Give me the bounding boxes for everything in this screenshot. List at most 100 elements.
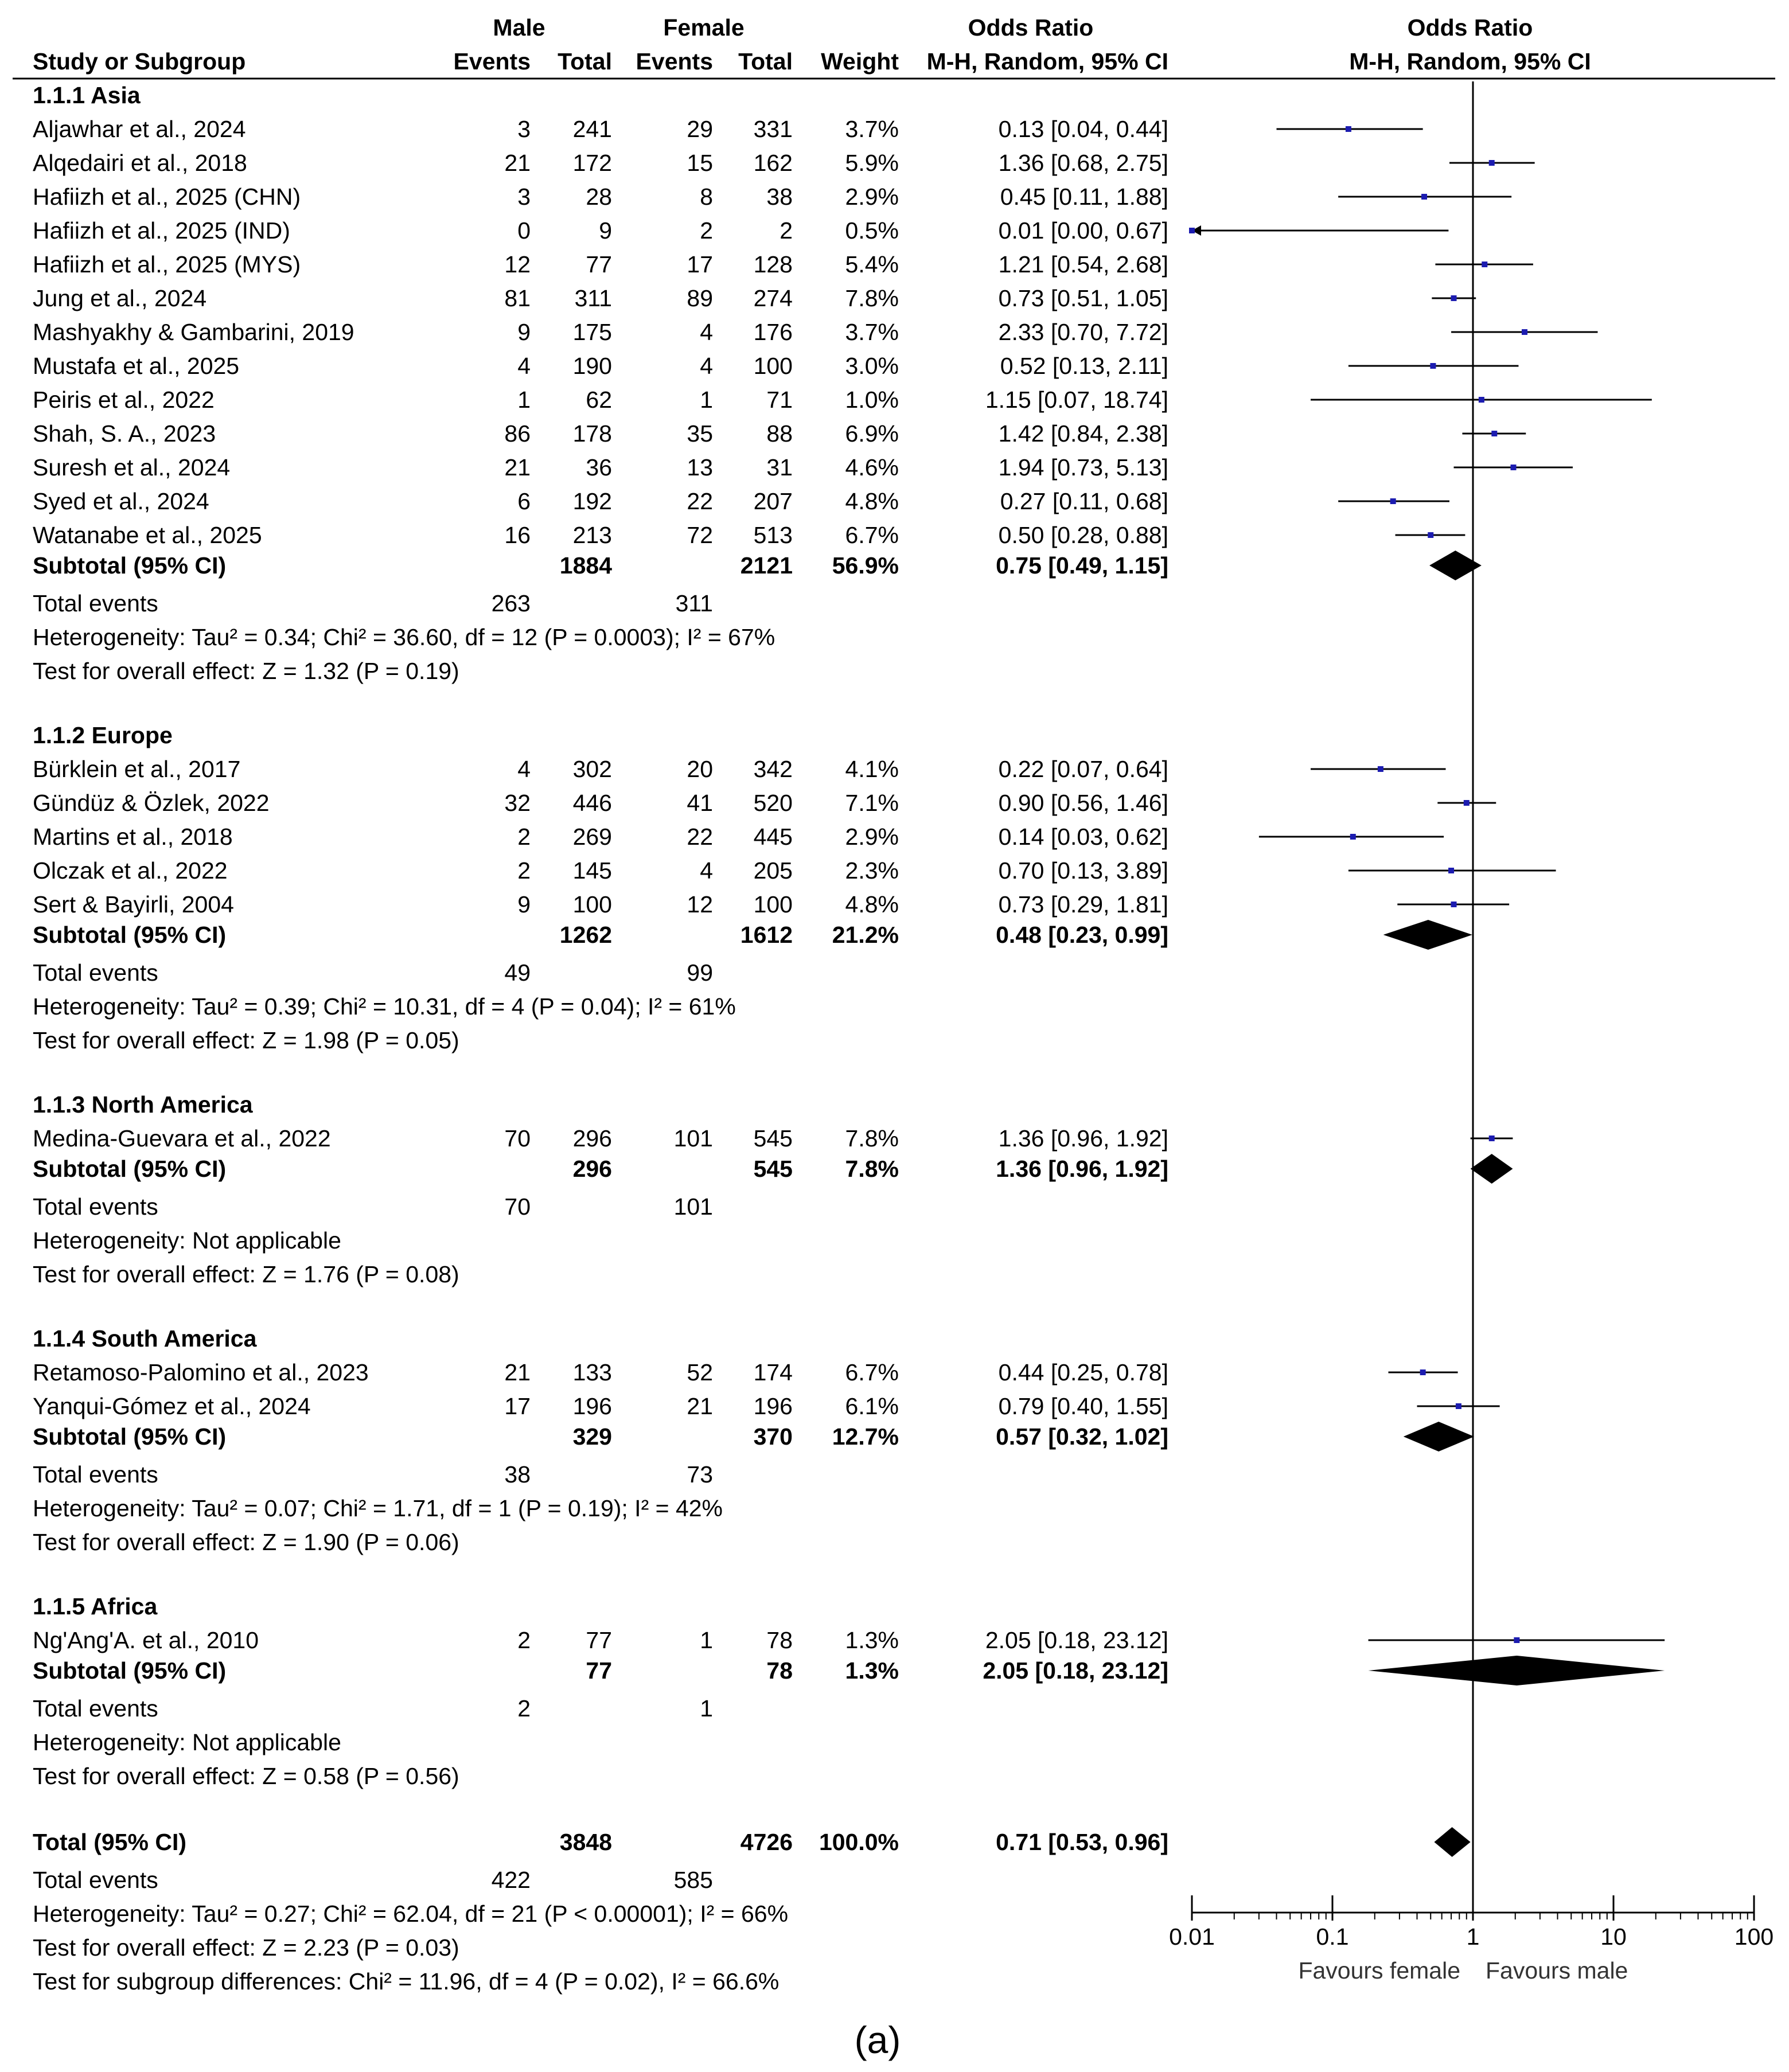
subtotal-weight: 7.8% xyxy=(845,1156,899,1182)
study-name: Mashyakhy & Gambarini, 2019 xyxy=(33,319,354,345)
male-total: 77 xyxy=(586,251,612,278)
male-events: 3 xyxy=(517,184,531,210)
study-or-ci: 0.22 [0.07, 0.64] xyxy=(999,756,1168,782)
female-total: 176 xyxy=(754,319,793,345)
female-events: 35 xyxy=(687,420,713,447)
female-total: 174 xyxy=(754,1359,793,1386)
total-male-total: 3848 xyxy=(560,1829,612,1855)
study-or-ci: 0.70 [0.13, 3.89] xyxy=(999,857,1168,884)
total-overall-effect: Test for overall effect: Z = 2.23 (P = 0… xyxy=(33,1934,459,1961)
subtotal-female-total: 78 xyxy=(766,1657,793,1684)
female-events: 1 xyxy=(700,387,713,413)
study-or-ci: 0.90 [0.56, 1.46] xyxy=(999,790,1168,816)
female-total: 38 xyxy=(766,184,793,210)
male-total: 213 xyxy=(573,522,612,548)
header-female: Female xyxy=(663,14,744,41)
overall-effect: Test for overall effect: Z = 1.98 (P = 0… xyxy=(33,1027,459,1053)
male-total: 77 xyxy=(586,1627,612,1653)
male-total: 311 xyxy=(575,285,612,311)
subgroup-title: 1.1.5 Africa xyxy=(33,1593,158,1620)
point-estimate xyxy=(1522,329,1528,335)
overall-effect: Test for overall effect: Z = 0.58 (P = 0… xyxy=(33,1763,459,1789)
subtotal-diamond xyxy=(1470,1154,1513,1184)
subtotal-male-total: 77 xyxy=(586,1657,612,1684)
female-events: 17 xyxy=(687,251,713,278)
study-weight: 6.1% xyxy=(845,1393,899,1419)
male-events: 0 xyxy=(517,217,531,244)
female-total: 513 xyxy=(754,522,793,548)
female-events: 89 xyxy=(687,285,713,311)
subgroup-title: 1.1.1 Asia xyxy=(33,82,141,108)
point-estimate xyxy=(1488,1135,1495,1141)
subgroup-title: 1.1.2 Europe xyxy=(33,722,173,748)
subtotal-female-total: 370 xyxy=(754,1423,793,1450)
study-name: Jung et al., 2024 xyxy=(33,285,206,311)
header-or-title: Odds Ratio xyxy=(968,14,1094,41)
study-or-ci: 2.05 [0.18, 23.12] xyxy=(985,1627,1168,1653)
header-male: Male xyxy=(493,14,545,41)
female-events: 22 xyxy=(687,824,713,850)
study-or-ci: 0.14 [0.03, 0.62] xyxy=(999,824,1168,850)
female-events: 101 xyxy=(674,1125,713,1152)
male-events: 4 xyxy=(517,756,531,782)
point-estimate xyxy=(1510,465,1517,470)
male-total: 28 xyxy=(586,184,612,210)
male-events: 3 xyxy=(517,116,531,142)
header-or-method: M-H, Random, 95% CI xyxy=(927,48,1168,75)
heterogeneity: Heterogeneity: Not applicable xyxy=(33,1227,341,1254)
total-or-ci: 0.71 [0.53, 0.96] xyxy=(996,1829,1168,1855)
total-events-label: Total events xyxy=(33,1695,158,1722)
study-weight: 7.8% xyxy=(845,1125,899,1152)
study-name: Gündüz & Özlek, 2022 xyxy=(33,790,270,816)
female-total: 196 xyxy=(754,1393,793,1419)
total-label: Total (95% CI) xyxy=(33,1829,186,1855)
female-total: 31 xyxy=(766,454,793,481)
x-tick-label: 0.01 xyxy=(1169,1923,1215,1950)
point-estimate xyxy=(1421,194,1428,200)
male-total: 172 xyxy=(573,150,612,176)
study-weight: 6.7% xyxy=(845,522,899,548)
point-estimate xyxy=(1482,262,1488,267)
favours-female-label: Favours female xyxy=(1298,1957,1460,1984)
study-weight: 2.9% xyxy=(845,824,899,850)
study-weight: 6.7% xyxy=(845,1359,899,1386)
subtotal-diamond xyxy=(1403,1422,1475,1451)
female-total: 520 xyxy=(754,790,793,816)
male-events: 70 xyxy=(504,1125,531,1152)
total-events-male: 263 xyxy=(492,590,531,616)
heterogeneity: Heterogeneity: Tau² = 0.34; Chi² = 36.60… xyxy=(33,624,775,650)
male-events: 17 xyxy=(504,1393,531,1419)
female-events: 8 xyxy=(700,184,713,210)
total-events-female: 1 xyxy=(700,1695,713,1722)
female-events: 4 xyxy=(700,857,713,884)
point-estimate xyxy=(1455,1403,1461,1409)
female-total: 100 xyxy=(754,353,793,379)
male-total: 302 xyxy=(573,756,612,782)
study-weight: 5.4% xyxy=(845,251,899,278)
female-events: 41 xyxy=(687,790,713,816)
heterogeneity: Heterogeneity: Tau² = 0.07; Chi² = 1.71,… xyxy=(33,1495,723,1521)
subgroup-title: 1.1.3 North America xyxy=(33,1091,254,1118)
total-events-male: 49 xyxy=(504,959,531,986)
male-total: 296 xyxy=(573,1125,612,1152)
study-weight: 0.5% xyxy=(845,217,899,244)
total-events-male: 70 xyxy=(504,1193,531,1220)
female-total: 207 xyxy=(754,488,793,514)
male-total: 36 xyxy=(586,454,612,481)
male-events: 2 xyxy=(517,824,531,850)
header-plot-method: M-H, Random, 95% CI xyxy=(1349,48,1591,75)
male-events: 9 xyxy=(517,319,531,345)
total-events-male: 38 xyxy=(504,1461,531,1488)
study-weight: 5.9% xyxy=(845,150,899,176)
study-name: Bürklein et al., 2017 xyxy=(33,756,240,782)
figure-caption: (a) xyxy=(855,2019,901,2061)
total-events-female: 101 xyxy=(674,1193,713,1220)
study-name: Hafiizh et al., 2025 (CHN) xyxy=(33,184,301,210)
total-weight: 100.0% xyxy=(819,1829,899,1855)
male-events: 4 xyxy=(517,353,531,379)
study-name: Suresh et al., 2024 xyxy=(33,454,230,481)
female-events: 22 xyxy=(687,488,713,514)
subtotal-female-total: 1612 xyxy=(740,922,793,948)
subtotal-or-ci: 0.57 [0.32, 1.02] xyxy=(996,1423,1168,1450)
study-weight: 4.6% xyxy=(845,454,899,481)
